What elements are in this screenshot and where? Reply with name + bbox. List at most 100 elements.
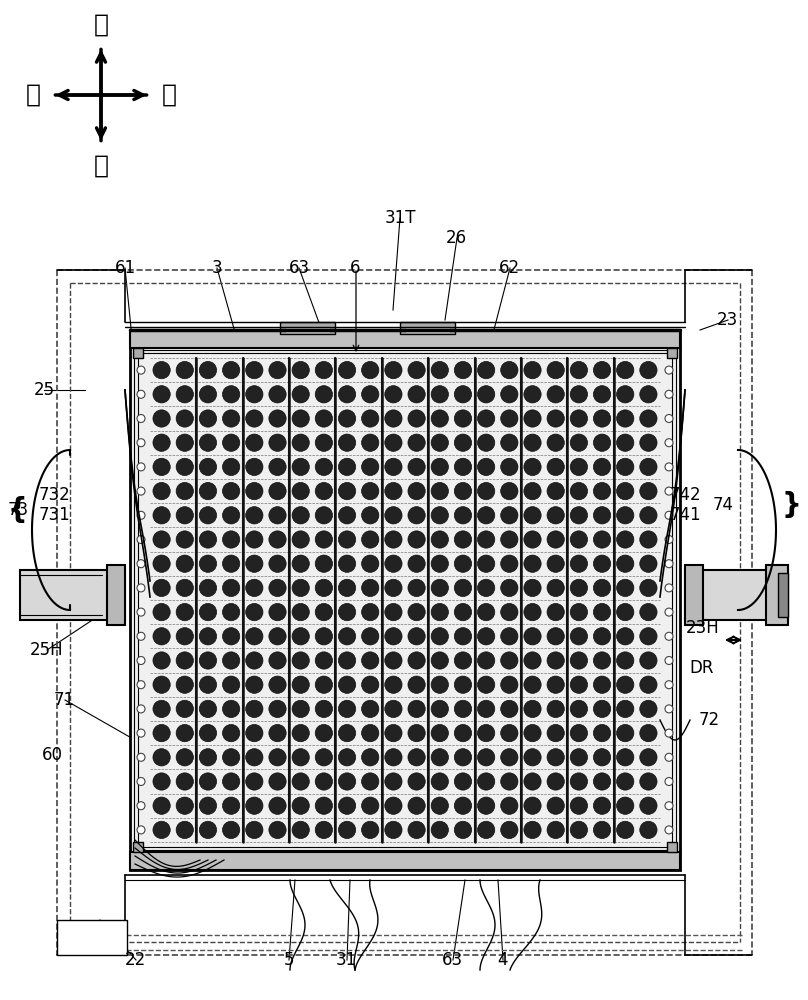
Circle shape	[222, 361, 240, 379]
Circle shape	[246, 652, 263, 669]
Text: 74: 74	[713, 496, 734, 514]
Circle shape	[617, 749, 633, 766]
Circle shape	[454, 579, 472, 597]
Text: DR: DR	[689, 659, 713, 677]
Circle shape	[431, 821, 448, 839]
Circle shape	[593, 797, 611, 814]
Circle shape	[153, 603, 170, 621]
Circle shape	[385, 458, 402, 476]
Circle shape	[200, 361, 217, 379]
Circle shape	[454, 482, 472, 500]
Circle shape	[617, 386, 633, 403]
Circle shape	[524, 773, 541, 790]
Circle shape	[640, 458, 657, 476]
Circle shape	[153, 555, 170, 572]
Circle shape	[408, 434, 425, 451]
Circle shape	[640, 821, 657, 839]
Circle shape	[408, 749, 425, 766]
Bar	[280, 322, 335, 334]
Circle shape	[200, 749, 217, 766]
Circle shape	[362, 361, 379, 379]
Circle shape	[362, 700, 379, 718]
Circle shape	[153, 361, 170, 379]
Circle shape	[570, 749, 587, 766]
Circle shape	[315, 507, 333, 524]
Bar	[685, 565, 703, 625]
Circle shape	[222, 507, 240, 524]
Circle shape	[137, 414, 145, 422]
Circle shape	[501, 603, 518, 621]
Bar	[20, 570, 125, 620]
Circle shape	[200, 531, 217, 548]
Circle shape	[665, 511, 673, 519]
Circle shape	[547, 603, 564, 621]
Circle shape	[200, 434, 217, 451]
Circle shape	[176, 628, 193, 645]
Circle shape	[478, 676, 494, 693]
Text: 63: 63	[288, 259, 309, 277]
Circle shape	[339, 434, 356, 451]
Circle shape	[501, 628, 518, 645]
Circle shape	[315, 579, 333, 597]
Text: 741: 741	[669, 506, 701, 524]
Circle shape	[269, 628, 286, 645]
Text: 23: 23	[717, 311, 738, 329]
Text: 前: 前	[94, 153, 108, 177]
Circle shape	[269, 386, 286, 403]
Circle shape	[501, 797, 518, 814]
Circle shape	[524, 531, 541, 548]
Text: {: {	[7, 496, 27, 524]
Circle shape	[153, 507, 170, 524]
Circle shape	[385, 603, 402, 621]
Circle shape	[137, 632, 145, 640]
Circle shape	[617, 652, 633, 669]
Circle shape	[292, 797, 309, 814]
Circle shape	[431, 676, 448, 693]
Circle shape	[176, 458, 193, 476]
Circle shape	[431, 628, 448, 645]
Circle shape	[408, 628, 425, 645]
Circle shape	[454, 386, 472, 403]
Circle shape	[454, 700, 472, 718]
Circle shape	[454, 652, 472, 669]
Circle shape	[315, 724, 333, 742]
Circle shape	[246, 434, 263, 451]
Circle shape	[524, 458, 541, 476]
Circle shape	[478, 724, 494, 742]
Circle shape	[153, 410, 170, 427]
Circle shape	[570, 482, 587, 500]
Circle shape	[137, 778, 145, 786]
Circle shape	[137, 656, 145, 664]
Circle shape	[408, 386, 425, 403]
Circle shape	[269, 603, 286, 621]
Circle shape	[269, 410, 286, 427]
Bar	[685, 570, 788, 620]
Circle shape	[246, 579, 263, 597]
Circle shape	[137, 705, 145, 713]
Circle shape	[137, 366, 145, 374]
Circle shape	[292, 555, 309, 572]
Circle shape	[222, 603, 240, 621]
Circle shape	[153, 628, 170, 645]
Circle shape	[547, 434, 564, 451]
Circle shape	[200, 797, 217, 814]
Circle shape	[408, 700, 425, 718]
Circle shape	[176, 410, 193, 427]
Circle shape	[431, 410, 448, 427]
Circle shape	[137, 802, 145, 810]
Circle shape	[408, 531, 425, 548]
Circle shape	[408, 410, 425, 427]
Circle shape	[547, 458, 564, 476]
Circle shape	[292, 652, 309, 669]
Circle shape	[362, 676, 379, 693]
Circle shape	[362, 724, 379, 742]
Circle shape	[665, 584, 673, 592]
Circle shape	[431, 797, 448, 814]
Circle shape	[153, 797, 170, 814]
Circle shape	[408, 555, 425, 572]
Circle shape	[431, 652, 448, 669]
Circle shape	[547, 507, 564, 524]
Circle shape	[137, 584, 145, 592]
Circle shape	[269, 821, 286, 839]
Circle shape	[593, 700, 611, 718]
